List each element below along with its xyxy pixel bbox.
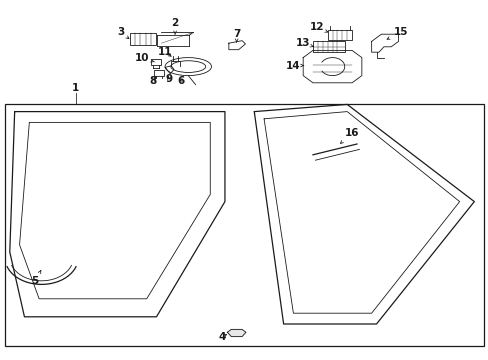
Text: 7: 7	[232, 29, 240, 42]
Bar	[312, 41, 344, 52]
Bar	[154, 70, 163, 76]
Polygon shape	[227, 329, 245, 337]
Text: 4: 4	[218, 332, 226, 342]
Text: 13: 13	[295, 38, 313, 48]
Text: 1: 1	[72, 83, 79, 93]
Text: 11: 11	[158, 47, 172, 57]
Text: 9: 9	[165, 74, 172, 84]
Text: 2: 2	[171, 18, 178, 34]
Bar	[129, 33, 156, 45]
Text: 14: 14	[285, 60, 303, 71]
Text: 6: 6	[177, 76, 184, 86]
Text: 8: 8	[149, 76, 156, 86]
Text: 10: 10	[134, 53, 154, 63]
Text: 12: 12	[309, 22, 327, 32]
Bar	[150, 59, 161, 65]
Text: 15: 15	[386, 27, 407, 39]
Text: 3: 3	[118, 27, 129, 39]
Bar	[5, 104, 483, 346]
Bar	[327, 30, 351, 40]
Text: 5: 5	[32, 270, 41, 286]
Text: 16: 16	[340, 128, 359, 143]
